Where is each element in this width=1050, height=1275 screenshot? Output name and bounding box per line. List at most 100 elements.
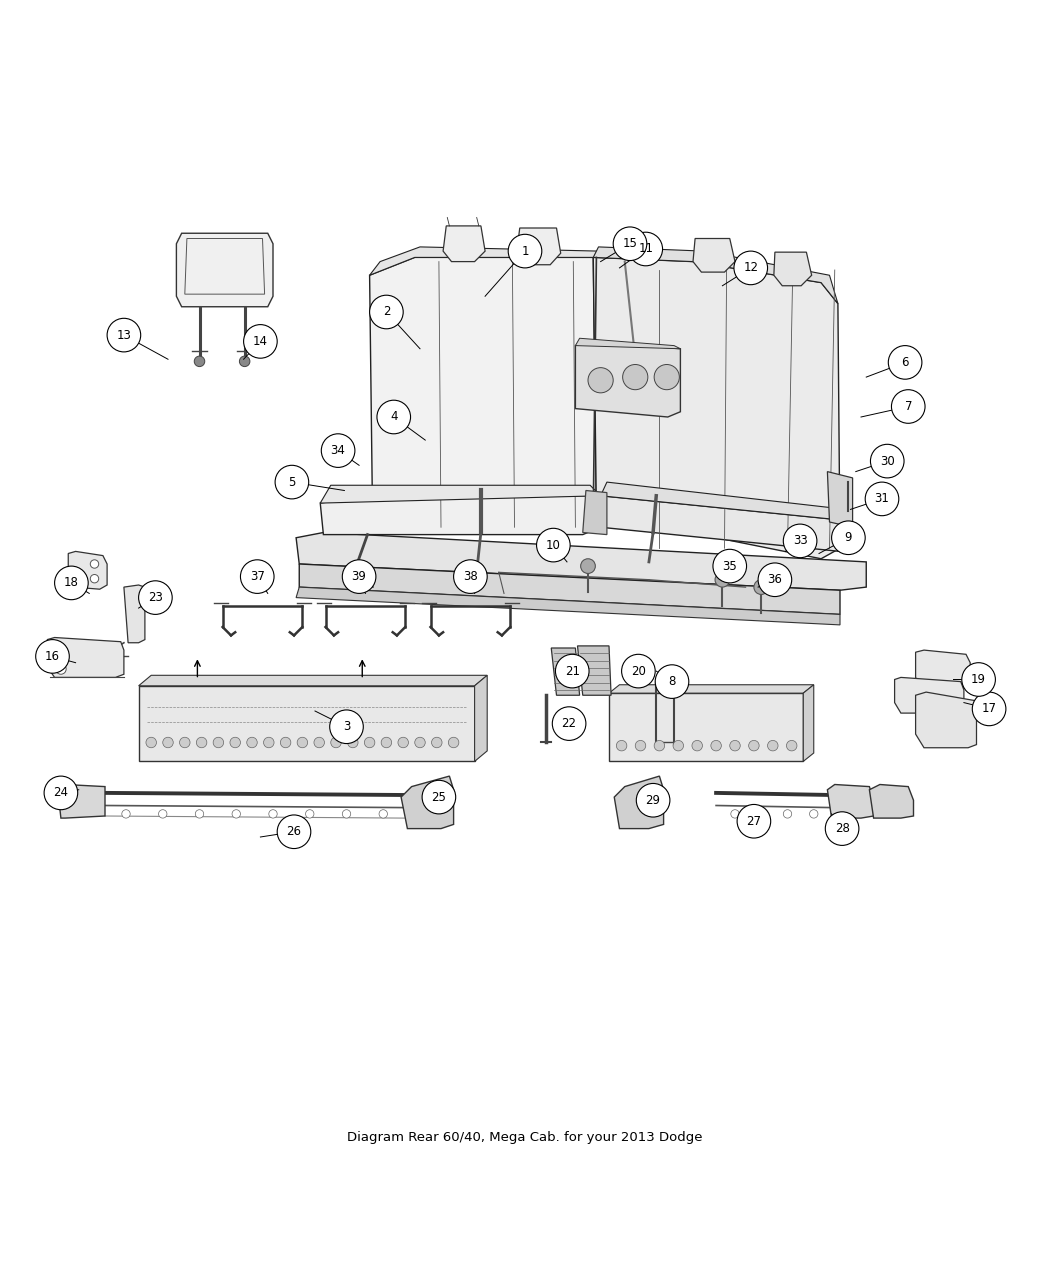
Circle shape (331, 737, 341, 747)
Polygon shape (296, 586, 840, 625)
Polygon shape (609, 694, 803, 761)
Polygon shape (401, 776, 454, 829)
Circle shape (213, 737, 224, 747)
Circle shape (379, 810, 387, 819)
Circle shape (754, 580, 769, 594)
Circle shape (783, 810, 792, 819)
Circle shape (90, 560, 99, 569)
Circle shape (555, 654, 589, 689)
Circle shape (377, 400, 411, 434)
Polygon shape (475, 676, 487, 761)
Text: 28: 28 (835, 822, 849, 835)
Circle shape (275, 465, 309, 499)
Circle shape (139, 581, 172, 615)
Circle shape (240, 560, 274, 593)
Circle shape (44, 776, 78, 810)
Circle shape (888, 346, 922, 379)
Circle shape (159, 810, 167, 819)
Circle shape (758, 564, 792, 597)
Text: 29: 29 (646, 794, 660, 807)
Circle shape (588, 367, 613, 393)
Polygon shape (320, 486, 601, 504)
Text: 25: 25 (432, 790, 446, 803)
Circle shape (715, 572, 730, 586)
Circle shape (163, 737, 173, 747)
Circle shape (731, 810, 739, 819)
Circle shape (314, 737, 324, 747)
Circle shape (370, 296, 403, 329)
Polygon shape (803, 685, 814, 761)
Circle shape (398, 737, 408, 747)
Circle shape (122, 810, 130, 819)
Circle shape (730, 741, 740, 751)
Polygon shape (583, 491, 607, 534)
Polygon shape (916, 692, 977, 747)
Circle shape (342, 810, 351, 819)
Text: 8: 8 (668, 674, 676, 688)
Circle shape (891, 390, 925, 423)
Text: 15: 15 (623, 237, 637, 250)
Circle shape (348, 737, 358, 747)
Text: 2: 2 (382, 306, 391, 319)
Circle shape (269, 810, 277, 819)
Circle shape (713, 550, 747, 583)
Circle shape (381, 737, 392, 747)
Polygon shape (124, 585, 145, 643)
Circle shape (737, 805, 771, 838)
Polygon shape (869, 784, 914, 819)
Circle shape (768, 741, 778, 751)
Text: 23: 23 (148, 592, 163, 604)
Polygon shape (296, 533, 866, 590)
Circle shape (623, 365, 648, 390)
Text: 22: 22 (562, 717, 576, 731)
Text: 24: 24 (54, 787, 68, 799)
Text: 10: 10 (546, 538, 561, 552)
Polygon shape (176, 233, 273, 307)
Circle shape (783, 524, 817, 557)
Polygon shape (517, 228, 561, 265)
Circle shape (180, 737, 190, 747)
Polygon shape (593, 258, 840, 558)
Polygon shape (575, 338, 680, 349)
Circle shape (277, 815, 311, 849)
Polygon shape (370, 258, 596, 533)
Circle shape (306, 810, 314, 819)
Circle shape (195, 810, 204, 819)
Circle shape (692, 741, 702, 751)
Circle shape (230, 737, 240, 747)
Polygon shape (614, 776, 664, 829)
Text: 20: 20 (631, 664, 646, 677)
Polygon shape (68, 551, 107, 589)
Text: 7: 7 (904, 400, 912, 413)
Polygon shape (827, 784, 874, 819)
Polygon shape (774, 252, 812, 286)
Circle shape (629, 232, 663, 265)
Text: 6: 6 (901, 356, 909, 368)
Circle shape (757, 810, 765, 819)
Circle shape (972, 692, 1006, 725)
Circle shape (734, 251, 768, 284)
Circle shape (196, 737, 207, 747)
Circle shape (90, 575, 99, 583)
Circle shape (364, 737, 375, 747)
Circle shape (448, 737, 459, 747)
Circle shape (56, 664, 66, 674)
Circle shape (616, 741, 627, 751)
Circle shape (825, 812, 859, 845)
Text: 35: 35 (722, 560, 737, 572)
Circle shape (654, 365, 679, 390)
Circle shape (635, 741, 646, 751)
Text: 12: 12 (743, 261, 758, 274)
Text: 18: 18 (64, 576, 79, 589)
Polygon shape (575, 342, 680, 417)
Text: 38: 38 (463, 570, 478, 583)
Circle shape (870, 444, 904, 478)
Text: 3: 3 (342, 720, 351, 733)
Text: 36: 36 (768, 574, 782, 586)
Circle shape (107, 319, 141, 352)
Text: 14: 14 (253, 335, 268, 348)
Polygon shape (827, 472, 853, 528)
Circle shape (962, 663, 995, 696)
Text: 19: 19 (971, 673, 986, 686)
Text: 21: 21 (565, 664, 580, 677)
